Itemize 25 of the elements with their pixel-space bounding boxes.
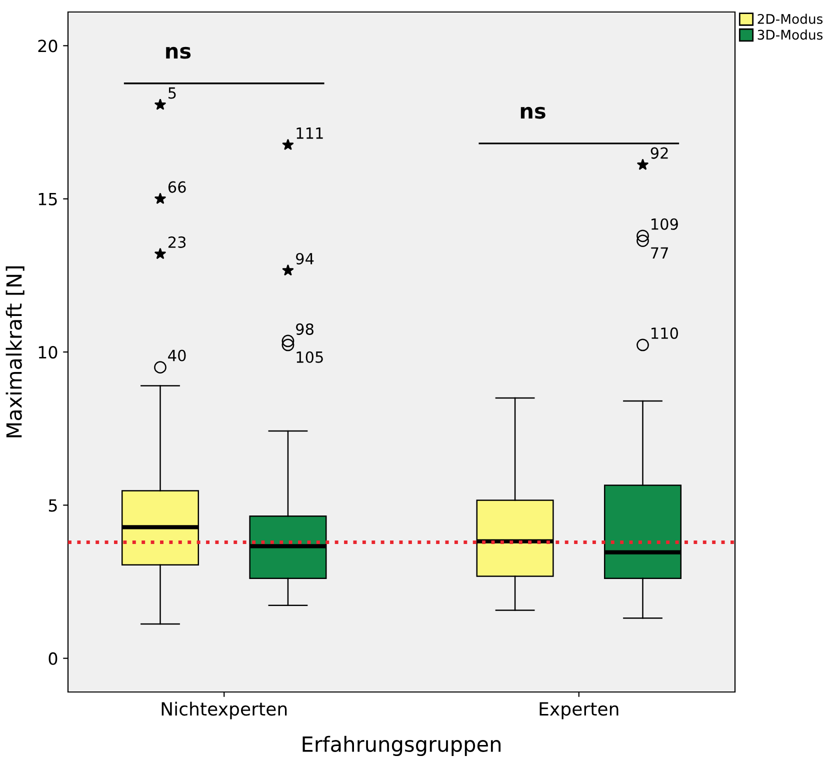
annotation: 98	[296, 323, 314, 335]
annotation: 105	[296, 351, 323, 363]
y-axis-title: Maximalkraft [N]	[6, 266, 24, 438]
annotation: ns	[166, 46, 191, 59]
annotation: 110	[652, 327, 678, 339]
annotation: 109	[652, 218, 678, 230]
annotation: 23	[168, 236, 186, 248]
annotation: 66	[168, 181, 186, 193]
y-tick-label: 0	[48, 652, 58, 665]
y-tick-label: 20	[38, 40, 58, 52]
annotation: 94	[296, 252, 314, 264]
annotation: ns	[520, 106, 546, 119]
x-axis-title: Erfahrungsgruppen	[302, 736, 501, 756]
y-tick-label: 5	[48, 499, 57, 512]
annotation: 111	[296, 128, 323, 139]
legend-label: 3D-Modus	[758, 30, 823, 40]
annotation: 5	[168, 87, 176, 99]
legend-label: 2D-Modus	[758, 14, 823, 24]
x-tick-label: Nichtexperten	[162, 702, 287, 720]
annotation: 40	[168, 350, 186, 362]
x-tick-label: Experten	[540, 702, 618, 720]
y-tick-label: 10	[38, 346, 58, 359]
annotation: 77	[651, 247, 668, 259]
y-tick-label: 15	[38, 193, 57, 206]
annotation: 92	[650, 147, 668, 159]
